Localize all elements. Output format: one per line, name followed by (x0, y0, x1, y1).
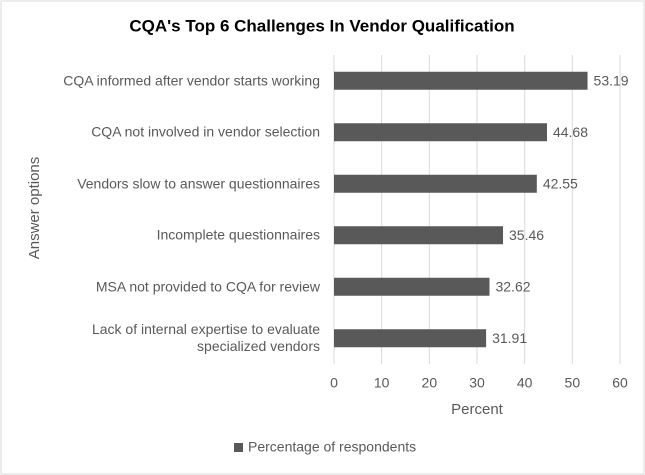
value-label: 53.19 (594, 72, 629, 88)
bar (334, 123, 547, 142)
y-tick-label: CQA informed after vendor starts working (63, 72, 320, 89)
bar (334, 174, 537, 193)
y-tick-label: Vendors slow to answer questionnaires (77, 175, 320, 192)
value-label: 31.91 (492, 330, 527, 346)
value-label: 32.62 (495, 278, 530, 294)
x-tick-label: 10 (374, 375, 390, 391)
value-label: 42.55 (543, 175, 578, 191)
x-axis-label: Percent (451, 401, 504, 418)
x-tick-label: 0 (330, 375, 338, 391)
bar (334, 226, 504, 245)
legend-label: Percentage of respondents (248, 439, 416, 455)
value-label: 35.46 (509, 227, 544, 243)
x-tick-label: 60 (612, 375, 628, 391)
y-axis-label: Answer options (26, 157, 43, 260)
y-tick-label: Lack of internal expertise to evaluate s… (91, 321, 320, 355)
legend-swatch (234, 443, 243, 452)
y-tick-label: CQA not involved in vendor selection (91, 123, 320, 140)
bar (334, 277, 490, 296)
bar (334, 329, 487, 348)
x-tick-label: 40 (517, 375, 533, 391)
bar (334, 71, 588, 90)
y-tick-label: MSA not provided to CQA for review (95, 278, 320, 295)
value-label: 44.68 (553, 124, 588, 140)
x-tick-label: 20 (422, 375, 438, 391)
y-tick-label: Incomplete questionnaires (156, 226, 320, 243)
x-tick-label: 30 (469, 375, 485, 391)
x-tick-label: 50 (565, 375, 581, 391)
chart-title: CQA's Top 6 Challenges In Vendor Qualifi… (129, 16, 514, 35)
